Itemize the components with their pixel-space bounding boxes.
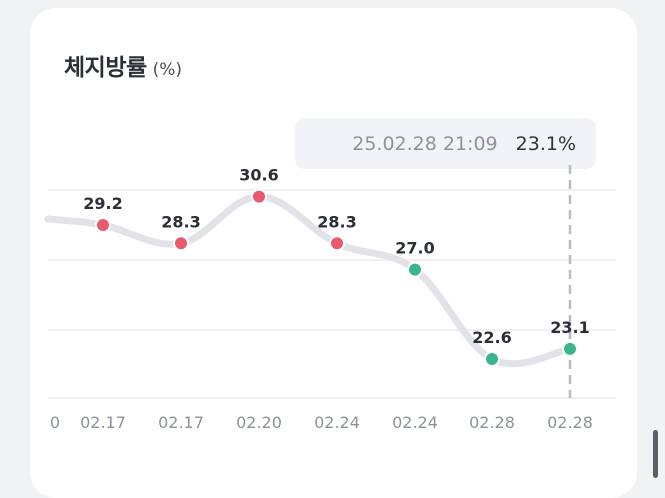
selected-point-tooltip: 25.02.28 21:09 23.1% [295,118,596,169]
series-line [44,193,574,368]
x-tick-label: 02.28 [547,413,593,432]
chart-header: 체지방률 (%) [64,48,182,82]
scrollbar[interactable] [653,430,658,478]
data-label: 29.2 [83,194,122,213]
tooltip-value: 23.1% [515,132,576,155]
x-tick-label: 02.24 [392,413,438,432]
data-point [251,188,267,205]
body-fat-line-chart[interactable]: 29.2 28.3 30.6 28.3 27.0 22.6 23.1 0 02.17 02.17 0… [0,0,665,478]
data-label: 27.0 [395,239,434,258]
data-point [173,235,189,252]
tooltip-datetime: 25.02.28 21:09 [352,132,498,155]
data-point [484,350,500,367]
data-label: 23.1 [550,318,589,337]
x-tick-label: 02.17 [158,413,204,432]
data-point [562,340,578,357]
x-tick-label: 02.28 [469,413,515,432]
x-tick-label: 02.17 [80,413,126,432]
data-point [407,261,423,278]
x-tick-label: 0 [50,413,60,432]
body-fat-card: 체지방률 (%) 25.02.28 21:09 23.1% [30,8,637,498]
chart-unit: (%) [152,60,183,80]
x-tick-label: 02.24 [314,413,360,432]
chart-title: 체지방률 [64,55,147,81]
data-label: 28.3 [161,212,200,231]
data-label: 30.6 [239,166,278,185]
data-point [329,235,345,252]
data-label: 22.6 [472,328,511,347]
x-tick-label: 02.20 [236,413,282,432]
data-label: 28.3 [317,212,356,231]
data-point [95,217,111,233]
